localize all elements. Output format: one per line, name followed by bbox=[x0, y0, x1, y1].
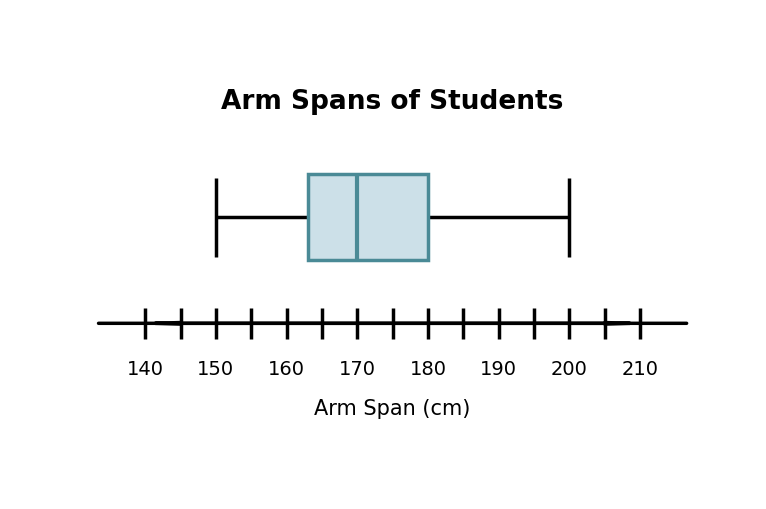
Text: 200: 200 bbox=[551, 359, 588, 378]
Text: Arm Spans of Students: Arm Spans of Students bbox=[221, 89, 564, 115]
Text: 170: 170 bbox=[339, 359, 376, 378]
Text: 210: 210 bbox=[621, 359, 659, 378]
Text: 190: 190 bbox=[480, 359, 517, 378]
Bar bbox=[308, 175, 428, 261]
Text: 160: 160 bbox=[268, 359, 305, 378]
Text: 180: 180 bbox=[409, 359, 447, 378]
Text: 150: 150 bbox=[198, 359, 234, 378]
Text: Arm Span (cm): Arm Span (cm) bbox=[314, 398, 471, 418]
Text: 140: 140 bbox=[126, 359, 164, 378]
